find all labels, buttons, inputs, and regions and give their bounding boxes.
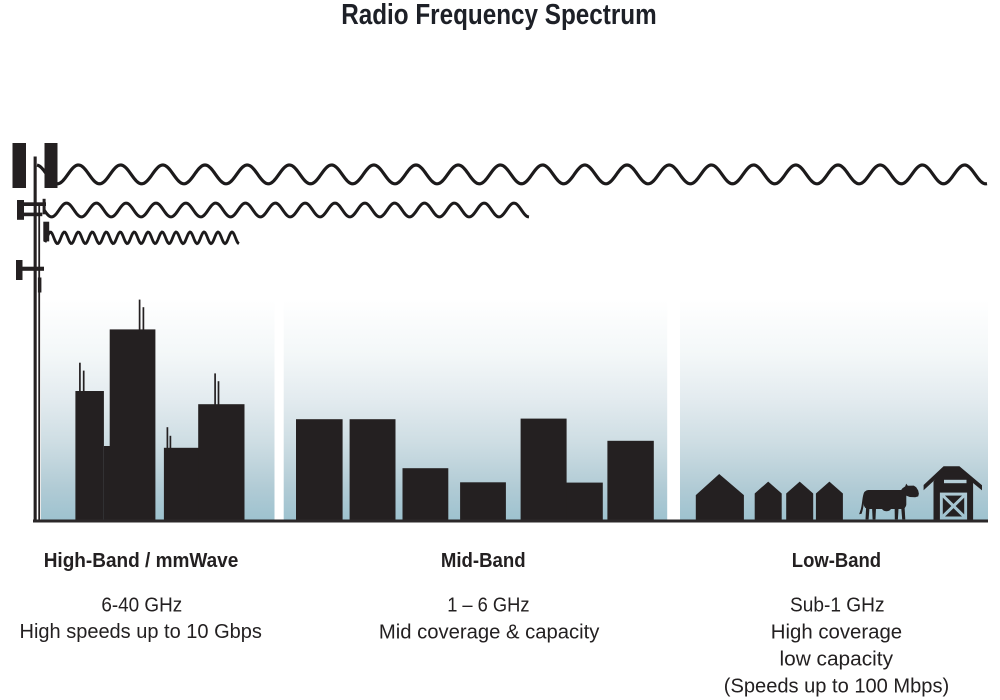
svg-text:High coverage: High coverage: [771, 622, 902, 644]
svg-text:Sub-1 GHz: Sub-1 GHz: [790, 595, 885, 617]
svg-text:1 – 6 GHz: 1 – 6 GHz: [447, 595, 529, 617]
svg-text:High-Band / mmWave: High-Band / mmWave: [44, 550, 239, 572]
svg-text:6-40 GHz: 6-40 GHz: [101, 595, 182, 617]
svg-text:Mid-Band: Mid-Band: [441, 550, 526, 572]
svg-text:High speeds up to 10 Gbps: High speeds up to 10 Gbps: [20, 621, 262, 643]
svg-text:Low-Band: Low-Band: [792, 550, 881, 572]
svg-text:low capacity: low capacity: [780, 648, 894, 670]
svg-text:Radio Frequency Spectrum: Radio Frequency Spectrum: [341, 0, 657, 31]
svg-text:(Speeds up to 100 Mbps): (Speeds up to 100 Mbps): [724, 675, 949, 697]
svg-text:Mid coverage & capacity: Mid coverage & capacity: [379, 622, 600, 644]
